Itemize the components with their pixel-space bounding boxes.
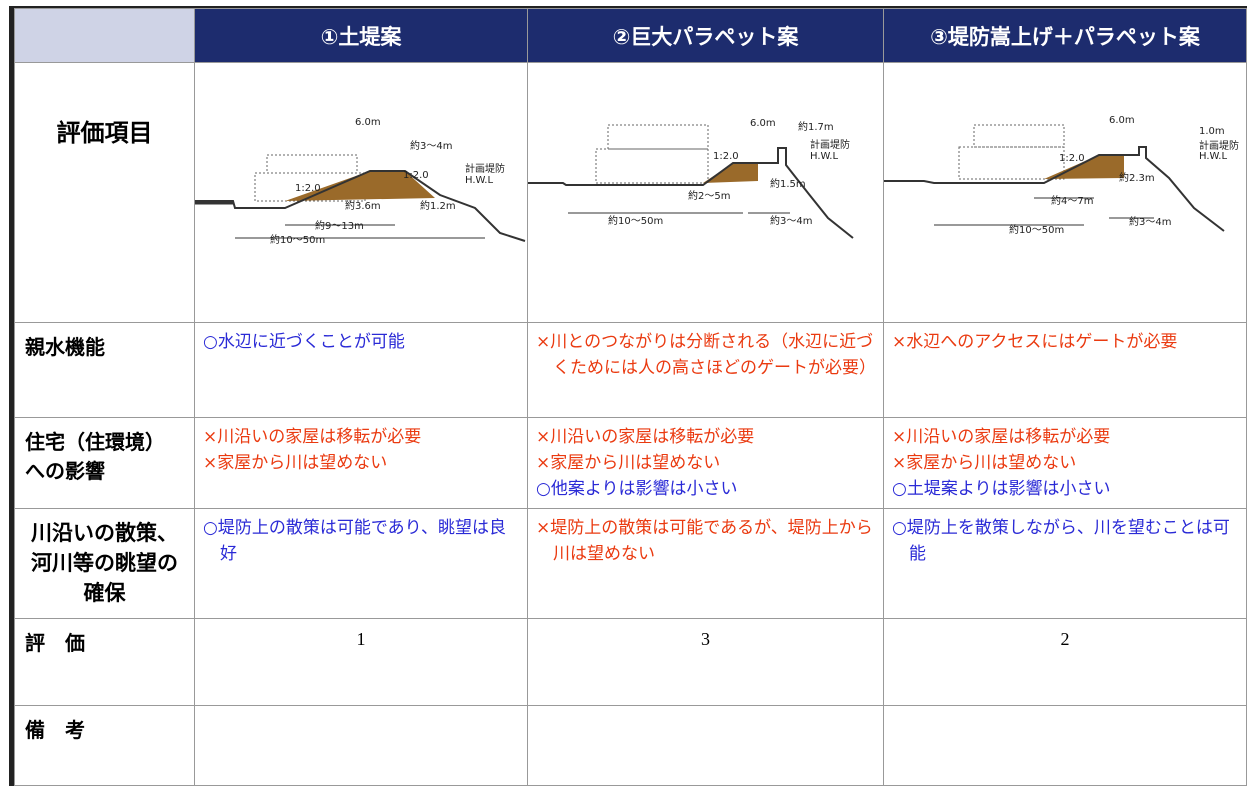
diagram-label: 計画堤防 xyxy=(810,138,850,151)
row-label: 評価項目 xyxy=(14,62,195,323)
diagram-label: 約1.5m xyxy=(770,177,806,190)
diagram-label: H.W.L xyxy=(1199,151,1227,162)
column-header: ②巨大パラペット案 xyxy=(527,8,884,63)
cell-item: ×川沿いの家屋は移転が必要 xyxy=(536,427,755,447)
diagram-label: 計画堤防 xyxy=(465,162,505,175)
column-header: ①土堤案 xyxy=(194,8,528,63)
evaluation-value: 2 xyxy=(883,618,1247,706)
cell-item: ×堤防上の散策は可能であるが、堤防上から川は望めない xyxy=(536,518,873,564)
diagram-label: 約3～4m xyxy=(770,214,812,227)
evaluation-value: 1 xyxy=(194,618,528,706)
diagram-label: 1:2.0 xyxy=(295,183,321,194)
comparison-table: ①土堤案 ②巨大パラペット案 ③堤防嵩上げ＋パラペット案 評価項目 6.0m 約3… xyxy=(14,8,1247,786)
diagram-label: 約10～50m xyxy=(270,233,325,246)
diagram-label: 約2～5m xyxy=(688,189,730,202)
cell-item: ×川沿いの家屋は移転が必要 xyxy=(203,427,422,447)
table-row: 親水機能 ○水辺に近づくことが可能 ×川とのつながりは分断される（水辺に近づくために… xyxy=(14,322,1247,418)
diagram-label: 約10～50m xyxy=(608,214,663,227)
cell-item: ○水辺に近づくことが可能 xyxy=(203,332,405,352)
diagram-label: H.W.L xyxy=(810,151,838,162)
text-cell: ○堤防上を散策しながら、川を望むことは可能 xyxy=(883,508,1247,619)
diagram-label: 1:2.0 xyxy=(403,170,429,181)
diagram-label: 約10～50m xyxy=(1009,223,1064,236)
remarks-cell xyxy=(194,705,528,786)
cell-item: ×水辺へのアクセスにはゲートが必要 xyxy=(892,332,1178,352)
diagram-label: 1:2.0 xyxy=(713,151,739,162)
text-cell: ×堤防上の散策は可能であるが、堤防上から川は望めない xyxy=(527,508,884,619)
cell-item: ○堤防上の散策は可能であり、眺望は良好 xyxy=(203,518,506,564)
diagram-cell: 6.0m 約1.7m 計画堤防 H.W.L 1:2.0 約2～5m 約1.5m 約10～50m… xyxy=(527,62,884,323)
diagram-label: 約4～7m xyxy=(1051,194,1093,207)
text-cell: ×川とのつながりは分断される（水辺に近づくためには人の高さほどのゲートが必要） xyxy=(527,322,884,418)
table-row: 川沿いの散策、河川等の眺望の確保 ○堤防上の散策は可能であり、眺望は良好 ×堤防上の… xyxy=(14,508,1247,619)
diagram-label: 約2.3m xyxy=(1119,171,1155,184)
cell-item: ×川とのつながりは分断される（水辺に近づくためには人の高さほどのゲートが必要） xyxy=(536,332,876,378)
diagram-label: 約3～4m xyxy=(1129,215,1171,228)
diagram-label: 約1.2m xyxy=(420,199,456,212)
column-header: ③堤防嵩上げ＋パラペット案 xyxy=(883,8,1247,63)
diagram-label: 約9～13m xyxy=(315,219,364,232)
diagram-label: 約1.7m xyxy=(798,120,834,133)
evaluation-value: 3 xyxy=(527,618,884,706)
diagram-label: 6.0m xyxy=(750,118,776,129)
text-cell: ×川沿いの家屋は移転が必要 ×家屋から川は望めない ○他案よりは影響は小さい xyxy=(527,417,884,509)
text-cell: ×川沿いの家屋は移転が必要 ×家屋から川は望めない xyxy=(194,417,528,509)
remarks-row: 備 考 xyxy=(14,705,1247,786)
cell-item: ○他案よりは影響は小さい xyxy=(536,479,738,499)
diagram-cell: 6.0m 1.0m 計画堤防 H.W.L 1:2.0 約2.3m 約4～7m 約10～50m 約… xyxy=(883,62,1247,323)
diagram-label: 約3.6m xyxy=(345,199,381,212)
row-label: 住宅（住環境）への影響 xyxy=(14,417,195,509)
row-label: 評 価 xyxy=(14,618,195,706)
cell-item: ×家屋から川は望めない xyxy=(203,453,388,473)
cell-item: ×川沿いの家屋は移転が必要 xyxy=(892,427,1111,447)
text-cell: ×水辺へのアクセスにはゲートが必要 xyxy=(883,322,1247,418)
diagram-label: 6.0m xyxy=(355,117,381,128)
header-row: ①土堤案 ②巨大パラペット案 ③堤防嵩上げ＋パラペット案 xyxy=(14,8,1247,63)
row-label: 備 考 xyxy=(14,705,195,786)
diagram-label: 1.0m xyxy=(1199,126,1225,137)
cell-item: ×家屋から川は望めない xyxy=(536,453,721,473)
corner xyxy=(14,8,195,63)
diagram-label: H.W.L xyxy=(465,175,493,186)
cell-item: ○土堤案よりは影響は小さい xyxy=(892,479,1111,499)
table-row: 住宅（住環境）への影響 ×川沿いの家屋は移転が必要 ×家屋から川は望めない ×川沿いの… xyxy=(14,417,1247,509)
diagram-label: 計画堤防 xyxy=(1199,139,1239,152)
diagram-row: 評価項目 6.0m 約3～4m 計画堤防 H.W.L 1:2.0 1:2.0 約3.6m 約1… xyxy=(14,62,1247,323)
remarks-cell xyxy=(527,705,884,786)
text-cell: ○水辺に近づくことが可能 xyxy=(194,322,528,418)
diagram-label: 1:2.0 xyxy=(1059,153,1085,164)
text-cell: ×川沿いの家屋は移転が必要 ×家屋から川は望めない ○土堤案よりは影響は小さい xyxy=(883,417,1247,509)
remarks-cell xyxy=(883,705,1247,786)
cell-item: ×家屋から川は望めない xyxy=(892,453,1077,473)
diagram-label: 6.0m xyxy=(1109,115,1135,126)
diagram-cell: 6.0m 約3～4m 計画堤防 H.W.L 1:2.0 1:2.0 約3.6m 約1.2m 約9… xyxy=(194,62,528,323)
diagram-label: 約3～4m xyxy=(410,139,452,152)
row-label: 親水機能 xyxy=(14,322,195,418)
page: ①土堤案 ②巨大パラペット案 ③堤防嵩上げ＋パラペット案 評価項目 6.0m 約3… xyxy=(9,6,1247,786)
row-label: 川沿いの散策、河川等の眺望の確保 xyxy=(14,508,195,619)
cell-item: ○堤防上を散策しながら、川を望むことは可能 xyxy=(892,518,1230,564)
text-cell: ○堤防上の散策は可能であり、眺望は良好 xyxy=(194,508,528,619)
